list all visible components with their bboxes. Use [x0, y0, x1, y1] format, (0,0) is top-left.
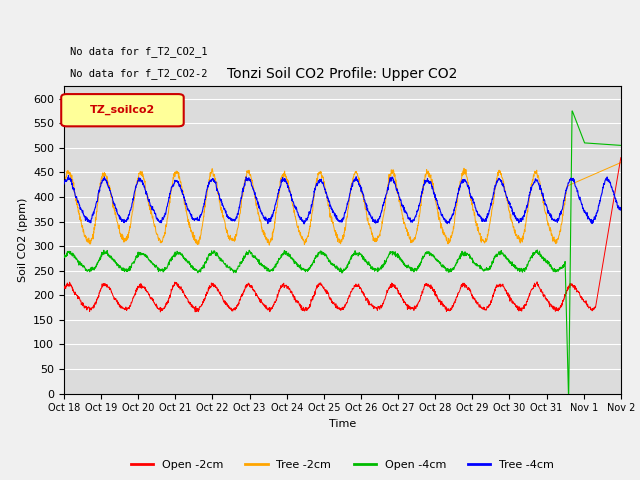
X-axis label: Time: Time: [329, 419, 356, 429]
Line: Tree -2cm: Tree -2cm: [64, 163, 621, 245]
Tree -4cm: [317, 179, 324, 184]
Tree -4cm: [65, 172, 72, 178]
Open -2cm: [60, 286, 68, 291]
Tree -2cm: [617, 160, 625, 166]
Open -4cm: [602, 142, 609, 147]
Open -2cm: [157, 309, 164, 315]
FancyBboxPatch shape: [61, 94, 184, 126]
Tree -2cm: [266, 242, 273, 248]
Tree -2cm: [60, 178, 68, 183]
Open -2cm: [499, 281, 506, 287]
Open -2cm: [617, 155, 625, 160]
Line: Open -2cm: Open -2cm: [64, 157, 621, 312]
Open -2cm: [331, 302, 339, 308]
Line: Tree -4cm: Tree -4cm: [64, 175, 621, 224]
Tree -2cm: [601, 167, 609, 172]
Tree -2cm: [601, 167, 609, 172]
Tree -4cm: [300, 221, 308, 227]
Tree -2cm: [316, 168, 324, 174]
Open -2cm: [601, 249, 609, 254]
Tree -4cm: [602, 178, 609, 183]
Tree -2cm: [88, 235, 96, 241]
Tree -4cm: [617, 207, 625, 213]
Open -4cm: [88, 266, 96, 272]
Open -4cm: [564, 391, 572, 396]
Text: No data for f_T2_CO2_1: No data for f_T2_CO2_1: [70, 47, 207, 58]
Open -4cm: [331, 263, 339, 269]
Tree -4cm: [499, 182, 507, 188]
Open -2cm: [88, 304, 96, 310]
Line: Open -4cm: Open -4cm: [64, 111, 621, 394]
Open -2cm: [316, 282, 324, 288]
Tree -4cm: [601, 178, 609, 184]
Tree -4cm: [89, 212, 97, 218]
Tree -4cm: [332, 212, 339, 217]
Text: No data for f_T2_CO2-2: No data for f_T2_CO2-2: [70, 68, 207, 79]
Legend: Open -2cm, Tree -2cm, Open -4cm, Tree -4cm: Open -2cm, Tree -2cm, Open -4cm, Tree -4…: [126, 455, 559, 474]
Y-axis label: Soil CO2 (ppm): Soil CO2 (ppm): [17, 198, 28, 282]
Open -4cm: [499, 251, 506, 257]
Open -4cm: [617, 143, 625, 148]
Tree -2cm: [331, 228, 339, 233]
Tree -2cm: [499, 176, 506, 182]
Text: TZ_soilco2: TZ_soilco2: [90, 105, 155, 115]
Tree -4cm: [60, 181, 68, 187]
Open -4cm: [316, 249, 324, 255]
Open -4cm: [60, 252, 68, 257]
Title: Tonzi Soil CO2 Profile: Upper CO2: Tonzi Soil CO2 Profile: Upper CO2: [227, 67, 458, 81]
Open -4cm: [601, 142, 609, 147]
Open -4cm: [568, 108, 576, 114]
Open -2cm: [601, 251, 609, 256]
